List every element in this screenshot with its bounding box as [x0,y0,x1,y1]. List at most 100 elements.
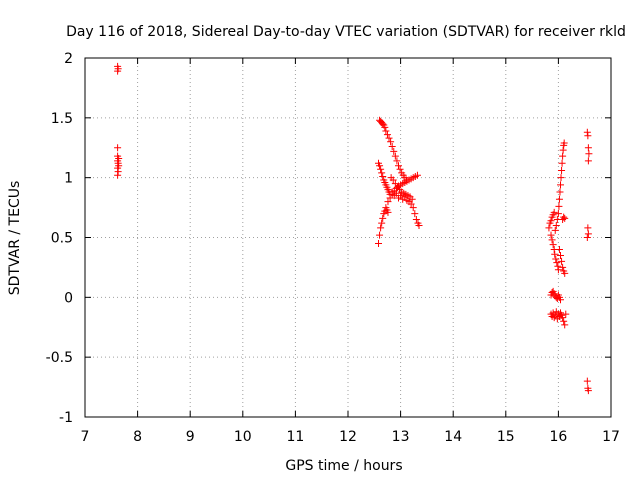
data-point-marker [549,241,557,249]
data-point-marker [554,210,562,218]
axis-tick-labels: 7 8 9 10 11 12 13 14 15 16 17 -1 -0.5 0 0.5 1 1.5 2 [46,51,620,445]
x-tick-label: 15 [497,429,515,445]
data-point-marker [554,266,562,274]
data-point-marker [557,181,565,189]
data-point-marker [114,144,122,152]
data-point-marker [584,157,592,165]
data-point-marker [583,234,591,241]
data-point-marker [551,311,559,319]
data-point-marker [114,67,122,75]
data-point-marker [584,387,592,395]
data-point-marker [547,217,555,225]
data-point-marker [552,255,560,263]
data-point-marker [383,131,391,139]
data-point-marker [384,198,392,206]
data-point-marker [553,259,561,267]
data-point-marker [391,152,399,160]
data-point-marker [560,213,568,221]
data-point-marker [561,321,569,329]
data-point-marker [555,202,563,210]
y-tick-label: 0 [64,290,73,306]
data-point-marker [379,172,387,180]
data-point-marker [559,152,567,160]
data-point-marker [560,317,568,325]
data-point-marker [379,214,387,222]
x-tick-label: 14 [444,429,462,445]
data-point-marker [556,188,564,196]
data-point-marker [378,169,386,177]
data-point-marker [552,222,560,230]
data-point-marker [551,226,559,234]
data-point-marker [545,224,553,232]
data-point-marker [388,143,396,151]
data-point-marker [550,208,558,216]
y-tick-label: 1.5 [51,111,73,127]
data-point-marker [381,123,389,131]
data-point-marker [391,180,399,188]
grid [85,58,611,417]
data-point-marker [557,251,565,259]
data-points [114,62,593,395]
y-axis-title: SDTVAR / TECUs [7,181,23,296]
data-point-marker [548,236,556,244]
data-point-marker [376,162,384,170]
x-tick-label: 9 [186,429,195,445]
axis-ticks [84,57,612,418]
data-point-marker [379,120,387,128]
x-tick-label: 16 [549,429,567,445]
data-point-marker [397,192,405,200]
y-tick-label: 0.5 [51,231,73,247]
y-tick-label: -0.5 [46,350,73,366]
data-point-marker [382,127,390,135]
chart-title: Day 116 of 2018, Sidereal Day-to-day VTE… [66,24,626,40]
data-point-marker [558,166,566,174]
data-point-marker [561,269,569,277]
data-point-marker [401,193,409,201]
data-point-marker [554,262,562,270]
data-point-marker [584,230,592,238]
data-point-marker [557,174,565,182]
x-tick-label: 12 [339,429,357,445]
data-point-marker [393,157,401,165]
data-point-marker [388,188,396,196]
x-tick-label: 7 [81,429,90,445]
data-point-marker [411,210,419,218]
data-point-marker [376,231,384,239]
x-tick-label: 10 [234,429,252,445]
data-point-marker [583,377,591,385]
data-point-marker [413,171,421,179]
data-point-marker [559,314,567,322]
x-tick-label: 11 [286,429,304,445]
x-tick-label: 8 [133,429,142,445]
data-point-marker [560,139,568,147]
data-point-marker [386,194,394,202]
data-point-marker [583,128,591,136]
data-point-marker [387,138,395,146]
data-point-marker [412,216,420,224]
data-point-marker [114,168,122,176]
x-tick-label: 17 [602,429,620,445]
y-tick-label: -1 [59,410,73,426]
data-point-marker [551,250,559,258]
data-point-marker [396,165,404,173]
data-point-marker [407,200,415,208]
data-point-marker [375,239,383,247]
data-point-marker [114,171,122,179]
data-point-marker [385,134,393,142]
data-point-marker [584,144,592,152]
data-point-marker [557,296,565,304]
data-point-marker [394,162,402,170]
data-point-marker [558,159,566,167]
data-point-marker [561,214,569,222]
data-point-marker [389,176,397,184]
x-tick-label: 13 [392,429,410,445]
data-point-marker [390,147,398,155]
data-point-marker [558,257,566,265]
data-point-marker [377,165,385,173]
data-point-marker [585,150,593,158]
x-axis-title: GPS time / hours [285,458,402,474]
data-point-marker [559,146,567,154]
data-point-marker [584,224,592,232]
data-point-marker [377,224,385,232]
